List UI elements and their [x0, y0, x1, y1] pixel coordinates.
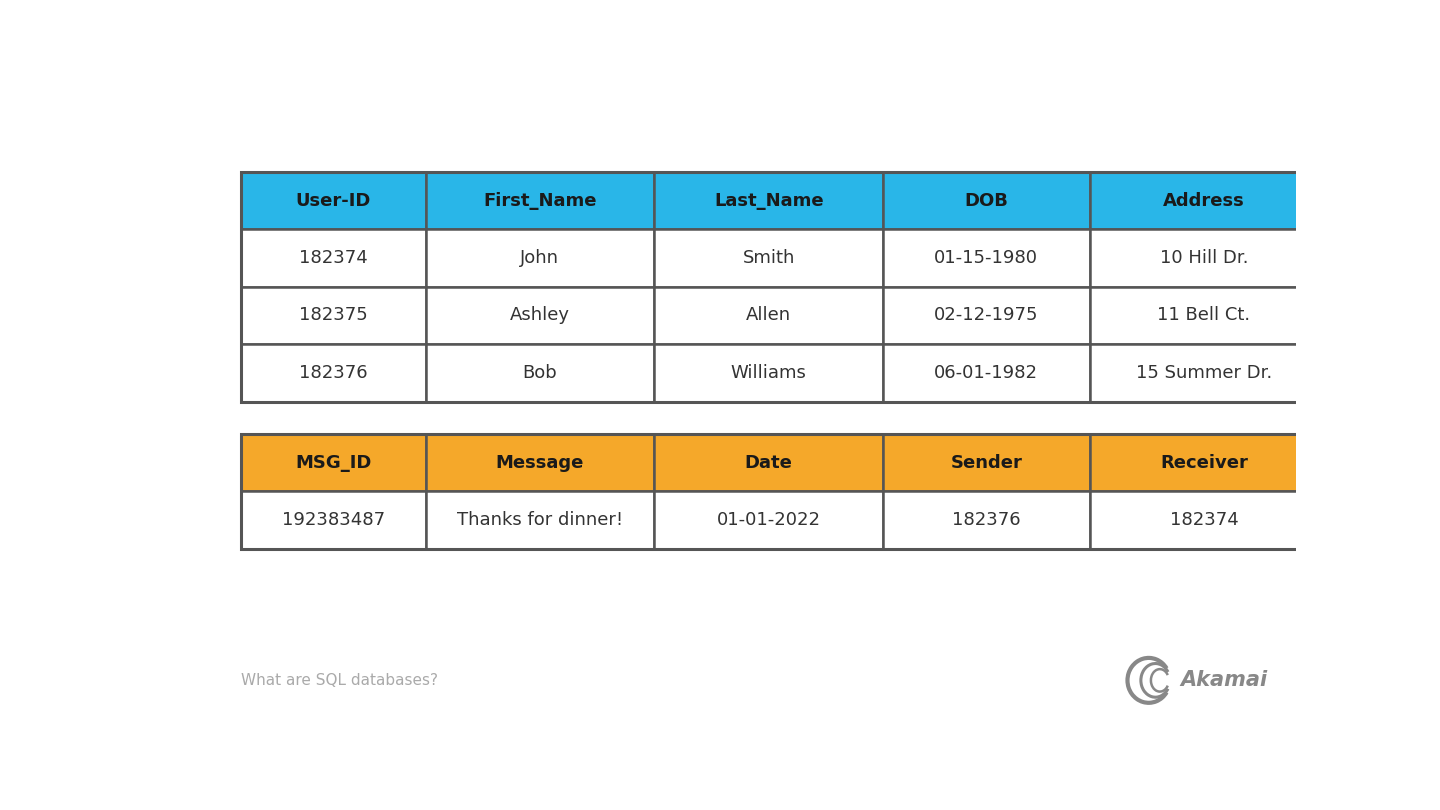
Text: User-ID: User-ID	[295, 192, 372, 210]
Text: First_Name: First_Name	[484, 192, 596, 210]
Text: Akamai: Akamai	[1179, 671, 1267, 690]
Text: Thanks for dinner!: Thanks for dinner!	[456, 511, 624, 529]
Bar	[1090, 172, 1319, 229]
Bar	[426, 229, 654, 287]
Text: 182374: 182374	[1169, 511, 1238, 529]
Bar	[883, 492, 1090, 548]
Text: Allen: Allen	[746, 306, 791, 325]
Bar	[1090, 492, 1319, 548]
Text: 06-01-1982: 06-01-1982	[935, 364, 1038, 382]
Bar	[426, 172, 654, 229]
Text: What are SQL databases?: What are SQL databases?	[242, 673, 438, 688]
Bar	[242, 434, 1319, 548]
Text: Smith: Smith	[743, 249, 795, 267]
Text: Williams: Williams	[730, 364, 806, 382]
Bar	[242, 229, 426, 287]
Text: 182376: 182376	[952, 511, 1021, 529]
Text: 02-12-1975: 02-12-1975	[935, 306, 1038, 325]
Text: John: John	[520, 249, 559, 267]
Text: 15 Summer Dr.: 15 Summer Dr.	[1136, 364, 1272, 382]
Text: DOB: DOB	[965, 192, 1008, 210]
Bar	[1090, 344, 1319, 402]
Bar	[426, 344, 654, 402]
Bar	[242, 344, 426, 402]
Bar	[242, 172, 426, 229]
Text: MSG_ID: MSG_ID	[295, 454, 372, 471]
Bar	[1090, 434, 1319, 492]
Text: 182374: 182374	[300, 249, 367, 267]
Text: 182375: 182375	[300, 306, 367, 325]
Bar	[654, 229, 883, 287]
Bar	[654, 434, 883, 492]
Bar	[883, 287, 1090, 344]
Text: 192383487: 192383487	[282, 511, 384, 529]
Bar	[654, 492, 883, 548]
Text: Receiver: Receiver	[1161, 454, 1248, 471]
Text: Bob: Bob	[523, 364, 557, 382]
Text: 10 Hill Dr.: 10 Hill Dr.	[1159, 249, 1248, 267]
Text: Ashley: Ashley	[510, 306, 570, 325]
Bar	[654, 344, 883, 402]
Bar	[883, 434, 1090, 492]
Text: 11 Bell Ct.: 11 Bell Ct.	[1158, 306, 1250, 325]
Bar	[242, 434, 426, 492]
Bar	[1090, 287, 1319, 344]
Bar	[242, 287, 426, 344]
Text: 01-01-2022: 01-01-2022	[717, 511, 821, 529]
Text: Message: Message	[495, 454, 585, 471]
Bar	[654, 287, 883, 344]
Bar	[242, 492, 426, 548]
Text: 01-15-1980: 01-15-1980	[935, 249, 1038, 267]
Bar	[426, 434, 654, 492]
Text: Date: Date	[744, 454, 792, 471]
Bar	[883, 172, 1090, 229]
Bar	[426, 492, 654, 548]
Bar	[883, 344, 1090, 402]
Text: Last_Name: Last_Name	[714, 192, 824, 210]
Bar	[883, 229, 1090, 287]
Text: Sender: Sender	[950, 454, 1022, 471]
Text: 182376: 182376	[300, 364, 367, 382]
Text: Address: Address	[1164, 192, 1244, 210]
Bar	[426, 287, 654, 344]
Bar	[242, 172, 1319, 402]
Bar	[654, 172, 883, 229]
Bar	[1090, 229, 1319, 287]
